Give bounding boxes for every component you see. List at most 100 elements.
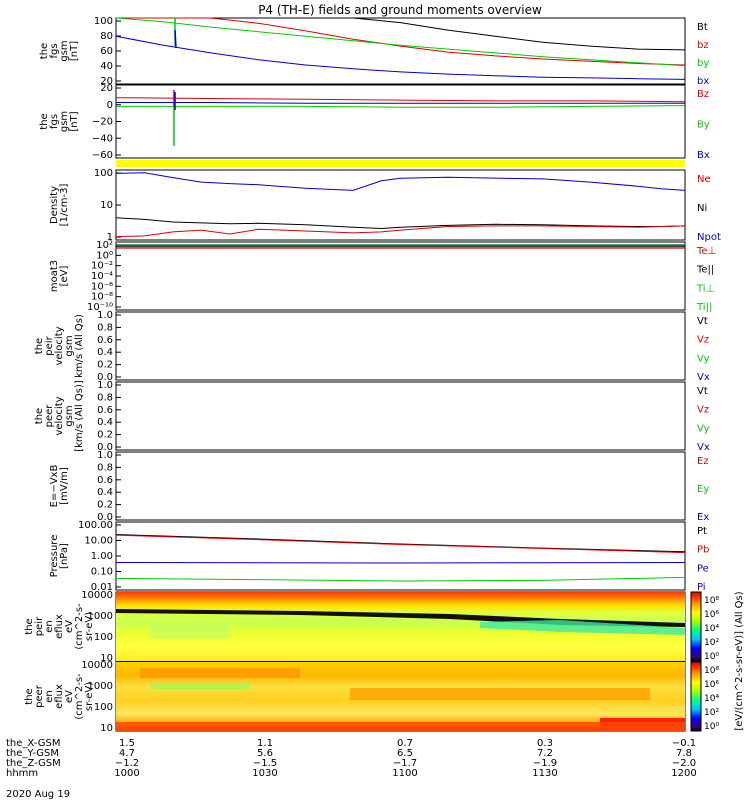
legend-fgs-gsm: bx bbox=[697, 76, 709, 87]
y-tick-efield: 0.2 bbox=[97, 500, 113, 511]
panel-frame-fgs-gse bbox=[115, 84, 686, 159]
y-tick-efield: 1.0 bbox=[97, 450, 113, 461]
legend-fgs-gse: By bbox=[697, 120, 710, 131]
legend-efield: Ex bbox=[697, 512, 709, 523]
x-row-value: −1.7 bbox=[393, 758, 417, 769]
y-label-peer-velocity: gsm bbox=[64, 405, 75, 426]
y-tick-peir-velocity: 0.6 bbox=[97, 335, 113, 346]
y-tick-efield: 0.6 bbox=[97, 475, 113, 486]
panel-frame-temperature bbox=[115, 241, 686, 311]
x-row-value: 1130 bbox=[532, 768, 557, 779]
y-tick-pressure: 0.10 bbox=[91, 567, 113, 578]
date-label: 2020 Aug 19 bbox=[6, 789, 70, 800]
x-row-value: 5.6 bbox=[257, 748, 273, 759]
legend-peir-velocity: Vt bbox=[697, 316, 708, 327]
legend-efield: Ey bbox=[697, 484, 709, 495]
legend-pressure: Pb bbox=[697, 545, 709, 556]
peir-spectrogram bbox=[116, 592, 685, 661]
y-tick-peir-eflux: 10 bbox=[100, 653, 113, 664]
x-row-value: 4.7 bbox=[119, 748, 135, 759]
y-tick-temperature: 10⁻¹⁰ bbox=[87, 302, 113, 313]
y-label-peir-eflux: peir bbox=[34, 616, 45, 636]
y-label-peir-velocity: peir bbox=[44, 335, 55, 355]
y-tick-peer-eflux: 100 bbox=[94, 702, 113, 713]
y-tick-peer-velocity: 0.8 bbox=[97, 392, 113, 403]
y-label-peir-eflux: en bbox=[44, 620, 55, 633]
y-tick-efield: 0.0 bbox=[97, 512, 113, 523]
y-label-peer-eflux: eflux bbox=[54, 684, 65, 709]
y-label-density: [1/cm-3] bbox=[59, 184, 70, 227]
y-tick-peer-eflux: 10000 bbox=[81, 660, 113, 671]
series-pressure-Pe bbox=[115, 562, 686, 564]
y-label-peer-velocity: peer bbox=[44, 404, 55, 428]
y-label-peer-eflux: (cm^2-s- bbox=[74, 673, 85, 720]
legend-temperature: Ti⊥ bbox=[696, 283, 714, 294]
y-tick-temperature: 10² bbox=[96, 240, 113, 251]
x-row-value: −1.5 bbox=[253, 758, 277, 769]
colorbar: 10⁸ 10⁶ 10⁴ 10² 10⁰ 10⁸ 10⁶ 10⁴ 10² 10⁰ [eV/(cm^2… bbox=[690, 591, 745, 732]
legend-temperature: Te⊥ bbox=[696, 246, 716, 257]
y-label-peir-velocity: km/s (All Qs) bbox=[74, 314, 85, 378]
colorbar-upper bbox=[690, 591, 702, 662]
legend-pressure: Pt bbox=[697, 526, 707, 537]
series-pressure-Pi bbox=[115, 576, 686, 582]
plot-title: P4 (TH-E) fields and ground moments over… bbox=[258, 3, 542, 17]
y-axis-labels: the fgs gsm [nT]the fgs gsm [nT]Density [1/cm-3… bbox=[24, 40, 95, 719]
legend-peir-velocity: Vz bbox=[697, 335, 709, 346]
y-tick-fgs-gsm: 80 bbox=[100, 31, 113, 42]
legend-density: Ni bbox=[697, 203, 707, 214]
x-row-value: 6.5 bbox=[397, 748, 413, 759]
y-label-peir-eflux: sr-eV) bbox=[84, 612, 95, 641]
y-tick-fgs-gsm: 60 bbox=[100, 46, 113, 57]
y-tick-peer-velocity: 0.0 bbox=[97, 442, 113, 453]
legend-peer-velocity: Vy bbox=[697, 423, 710, 434]
colorbar-tick: 10² bbox=[704, 638, 719, 648]
x-row-label: the_X-GSM bbox=[6, 738, 60, 749]
y-label-fgs-gsm: the bbox=[39, 43, 50, 59]
y-tick-fgs-gsm: 100 bbox=[94, 16, 113, 27]
y-tick-peer-eflux: 10 bbox=[100, 723, 113, 734]
y-tick-efield: 0.8 bbox=[97, 462, 113, 473]
y-tick-peir-eflux: 100 bbox=[94, 632, 113, 643]
legend-fgs-gsm: by bbox=[697, 58, 709, 69]
legend-peir-velocity: Vy bbox=[697, 353, 710, 364]
y-tick-fgs-gsm: 40 bbox=[100, 61, 113, 72]
panel-frame-peer-velocity bbox=[115, 381, 686, 451]
y-tick-peir-velocity: 1.0 bbox=[97, 310, 113, 321]
colorbar-tick: 10⁶ bbox=[704, 680, 719, 690]
y-label-fgs-gsm: [nT] bbox=[69, 41, 80, 61]
legend-pressure: Pi bbox=[697, 582, 706, 593]
x-row-value: 0.3 bbox=[537, 738, 553, 749]
y-tick-efield: 0.4 bbox=[97, 487, 113, 498]
y-tick-fgs-gse: 20 bbox=[100, 83, 113, 94]
series-fgs-gsm-bx bbox=[115, 35, 686, 80]
legend-fgs-gse: Bz bbox=[697, 89, 709, 100]
y-label-peer-velocity: the bbox=[34, 408, 45, 424]
y-label-fgs-gse: the bbox=[39, 113, 50, 129]
legends: Bt bz by bx Bz By Bx Ne Ni Npot Te⊥ Te|| Ti⊥ Ti|| Vt Vz… bbox=[696, 22, 721, 593]
y-tick-peir-velocity: 0.8 bbox=[97, 322, 113, 333]
peir-band-green bbox=[480, 620, 685, 635]
x-row-value: 1.1 bbox=[257, 738, 273, 749]
y-label-peer-eflux: eV bbox=[64, 690, 75, 703]
y-label-pressure: [nPa] bbox=[59, 543, 70, 569]
x-row-label: hhmm bbox=[6, 768, 38, 779]
y-label-peir-eflux: eflux bbox=[54, 614, 65, 639]
y-tick-density: 100 bbox=[94, 168, 113, 179]
y-label-fgs-gsm: fgs bbox=[49, 43, 60, 58]
panel-frame-efield bbox=[115, 451, 686, 521]
legend-peer-velocity: Vt bbox=[697, 386, 708, 397]
colorbar-lower bbox=[690, 661, 702, 732]
legend-temperature: Ti|| bbox=[696, 302, 712, 313]
legend-fgs-gsm: Bt bbox=[697, 22, 708, 33]
data-lines bbox=[115, 17, 686, 582]
y-label-efield: E=−VxB bbox=[49, 465, 60, 508]
legend-fgs-gse: Bx bbox=[697, 150, 710, 161]
y-label-peer-velocity: [km/s (All Qs)] bbox=[74, 380, 85, 452]
y-label-fgs-gsm: gsm bbox=[59, 40, 70, 61]
y-tick-density: 1 bbox=[107, 232, 113, 243]
y-label-peer-eflux: en bbox=[44, 690, 55, 703]
series-density-Ne bbox=[115, 225, 686, 238]
y-tick-peir-velocity: 0.0 bbox=[97, 372, 113, 383]
